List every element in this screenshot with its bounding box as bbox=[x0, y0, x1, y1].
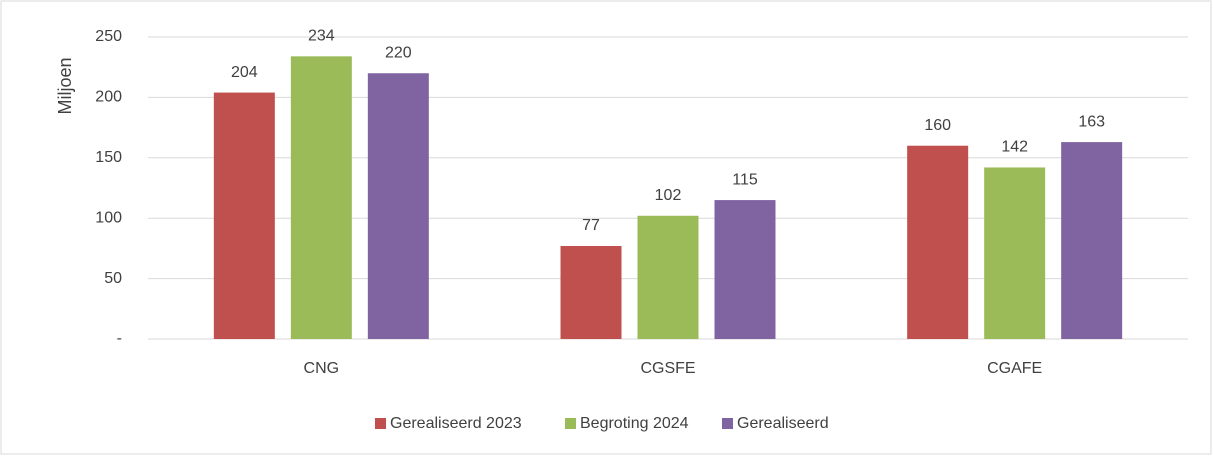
x-tick-label: CGSFE bbox=[640, 360, 695, 377]
data-label: 163 bbox=[1078, 113, 1105, 130]
y-tick-label: 50 bbox=[104, 270, 122, 287]
data-label: 220 bbox=[385, 44, 412, 61]
y-tick-label: 150 bbox=[95, 149, 122, 166]
data-label: 204 bbox=[231, 64, 258, 81]
x-tick-label: CNG bbox=[304, 360, 340, 377]
bar bbox=[637, 215, 699, 339]
data-label: 234 bbox=[308, 28, 335, 45]
legend-swatch bbox=[722, 418, 733, 429]
bar bbox=[907, 145, 969, 339]
y-axis-label: Miljoen bbox=[55, 57, 75, 114]
data-label: 102 bbox=[655, 187, 682, 204]
data-label: 142 bbox=[1001, 139, 1028, 156]
data-label: 77 bbox=[582, 217, 600, 234]
legend-label: Begroting 2024 bbox=[580, 415, 689, 432]
x-tick-label: CGAFE bbox=[987, 360, 1042, 377]
data-label: 115 bbox=[732, 171, 758, 188]
legend-swatch bbox=[375, 418, 386, 429]
bar bbox=[213, 92, 275, 340]
bar bbox=[1061, 142, 1123, 339]
bar bbox=[560, 245, 622, 339]
y-tick-label: - bbox=[117, 330, 122, 347]
bar bbox=[290, 56, 352, 339]
y-tick-label: 250 bbox=[95, 28, 122, 45]
bar bbox=[714, 200, 776, 339]
y-tick-label: 200 bbox=[95, 89, 122, 106]
data-label: 160 bbox=[924, 117, 951, 134]
legend-label: Gerealiseerd bbox=[737, 415, 829, 432]
bar bbox=[367, 73, 429, 340]
bar bbox=[984, 167, 1046, 339]
legend-label: Gerealiseerd 2023 bbox=[390, 415, 522, 432]
y-tick-label: 100 bbox=[95, 209, 122, 226]
legend-swatch bbox=[565, 418, 576, 429]
